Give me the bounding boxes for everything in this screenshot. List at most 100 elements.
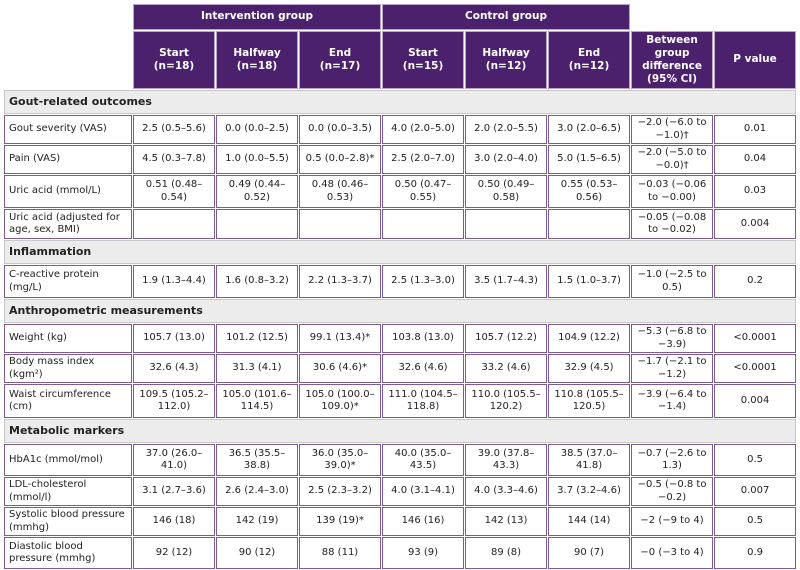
data-row: Uric acid (adjusted for age, sex, BMI) −0…: [4, 209, 797, 239]
empty-cell: [299, 209, 382, 239]
value-cell: 2.5 (2.3–3.2): [299, 477, 382, 506]
table-head: Intervention group Control group Start (n=1…: [4, 4, 797, 89]
value-cell: 0.49 (0.44–0.52): [216, 175, 298, 208]
value-cell: −0.7 (−2.6 to 1.3): [631, 444, 714, 476]
column-header: End (n=12): [548, 31, 631, 89]
value-cell: 32.6 (4.3): [133, 354, 215, 383]
value-cell: 30.6 (4.6)*: [299, 354, 382, 383]
value-cell: 0.004: [714, 209, 797, 239]
value-cell: 0.5: [714, 444, 797, 476]
value-cell: 40.0 (35.0–43.5): [382, 444, 465, 476]
value-cell: 2.0 (2.0–5.5): [465, 115, 548, 144]
value-cell: 93 (9): [382, 537, 465, 569]
column-header: Start (n=15): [382, 31, 465, 89]
row-label: Weight (kg): [4, 324, 132, 353]
data-row: Body mass index (kgm²) 32.6 (4.3) 31.3 (4.…: [4, 354, 797, 383]
value-cell: −1.7 (−2.1 to −1.2): [631, 354, 714, 383]
value-cell: 144 (14): [548, 507, 631, 536]
column-header: Start (n=18): [133, 31, 215, 89]
value-cell: −5.3 (−6.8 to −3.9): [631, 324, 714, 353]
value-cell: 4.0 (2.0–5.0): [382, 115, 465, 144]
value-cell: 4.0 (3.3–4.6): [465, 477, 548, 506]
value-cell: 39.0 (37.8–43.3): [465, 444, 548, 476]
data-row: Pain (VAS) 4.5 (0.3–7.8) 1.0 (0.0–5.5) 0.5 …: [4, 145, 797, 174]
value-cell: 0.0 (0.0–2.5): [216, 115, 298, 144]
value-cell: 37.0 (26.0–41.0): [133, 444, 215, 476]
row-label: Waist circumference (cm): [4, 384, 132, 418]
column-n: (n=12): [485, 60, 527, 72]
value-cell: 88 (11): [299, 537, 382, 569]
value-cell: 3.0 (2.0–4.0): [465, 145, 548, 174]
value-cell: 33.2 (4.6): [465, 354, 548, 383]
value-cell: 0.03: [714, 175, 797, 208]
blank-cell: [4, 4, 132, 30]
row-label: Uric acid (mmol/L): [4, 175, 132, 208]
value-cell: 4.5 (0.3–7.8): [133, 145, 215, 174]
value-cell: 0.01: [714, 115, 797, 144]
row-label: Uric acid (adjusted for age, sex, BMI): [4, 209, 132, 239]
blank-cell: [631, 4, 797, 30]
value-cell: 0.9: [714, 537, 797, 569]
data-row: Diastolic blood pressure (mmhg) 92 (12) 90…: [4, 537, 797, 569]
value-cell: 0.50 (0.49–0.58): [465, 175, 548, 208]
row-label: Pain (VAS): [4, 145, 132, 174]
value-cell: 0.50 (0.47–0.55): [382, 175, 465, 208]
value-cell: 110.0 (105.5–120.2): [465, 384, 548, 418]
empty-cell: [216, 209, 298, 239]
value-cell: 104.9 (12.2): [548, 324, 631, 353]
row-label: Gout severity (VAS): [4, 115, 132, 144]
value-cell: 0.0 (0.0–3.5): [299, 115, 382, 144]
value-cell: 89 (8): [465, 537, 548, 569]
value-cell: 92 (12): [133, 537, 215, 569]
value-cell: 146 (18): [133, 507, 215, 536]
data-row: Uric acid (mmol/L) 0.51 (0.48–0.54) 0.49 (…: [4, 175, 797, 208]
section-title: Inflammation: [4, 240, 797, 264]
section-title: Anthropometric measurements: [4, 299, 797, 323]
value-cell: −2.0 (−5.0 to −0.0)†: [631, 145, 714, 174]
section-title: Metabolic markers: [4, 419, 797, 443]
value-cell: 0.004: [714, 384, 797, 418]
value-cell: 142 (13): [465, 507, 548, 536]
row-label: HbA1c (mmol/mol): [4, 444, 132, 476]
value-cell: −0.03 (−0.06 to −0.00): [631, 175, 714, 208]
value-cell: −3.9 (−6.4 to −1.4): [631, 384, 714, 418]
data-row: Gout severity (VAS) 2.5 (0.5–5.6) 0.0 (0.0…: [4, 115, 797, 144]
value-cell: −0.5 (−0.8 to −0.2): [631, 477, 714, 506]
column-label: End: [328, 46, 352, 59]
value-cell: −2 (−9 to 4): [631, 507, 714, 536]
table-body: Gout-related outcomes Gout severity (VAS)…: [4, 90, 797, 569]
column-n: (n=18): [153, 60, 195, 72]
value-cell: 2.5 (2.0–7.0): [382, 145, 465, 174]
value-cell: 105.7 (12.2): [465, 324, 548, 353]
column-n: (n=18): [236, 60, 278, 72]
section-row: Inflammation: [4, 240, 797, 264]
value-cell: 2.5 (0.5–5.6): [133, 115, 215, 144]
column-n: (n=17): [319, 60, 361, 72]
column-label: Start: [159, 46, 189, 59]
value-cell: 0.04: [714, 145, 797, 174]
value-cell: 105.0 (101.6–114.5): [216, 384, 298, 418]
value-cell: 32.9 (4.5): [548, 354, 631, 383]
blank-cell: [4, 31, 132, 89]
value-cell: 109.5 (105.2–112.0): [133, 384, 215, 418]
value-cell: 4.0 (3.1–4.1): [382, 477, 465, 506]
value-cell: −1.0 (−2.5 to 0.5): [631, 265, 714, 298]
value-cell: 1.5 (1.0–3.7): [548, 265, 631, 298]
data-row: Systolic blood pressure (mmhg) 146 (18) 14…: [4, 507, 797, 536]
column-label: Halfway: [482, 46, 530, 59]
value-cell: 36.5 (35.5–38.8): [216, 444, 298, 476]
value-cell: 105.0 (100.0–109.0)*: [299, 384, 382, 418]
value-cell: 0.5 (0.0–2.8)*: [299, 145, 382, 174]
row-label: Body mass index (kgm²): [4, 354, 132, 383]
section-row: Anthropometric measurements: [4, 299, 797, 323]
value-cell: −0.05 (−0.08 to −0.02): [631, 209, 714, 239]
row-label: C-reactive protein (mg/L): [4, 265, 132, 298]
empty-cell: [382, 209, 465, 239]
column-n: (n=15): [402, 60, 444, 72]
section-title: Gout-related outcomes: [4, 90, 797, 114]
group-header: Control group: [382, 4, 631, 30]
value-cell: 0.55 (0.53–0.56): [548, 175, 631, 208]
value-cell: 1.6 (0.8–3.2): [216, 265, 298, 298]
table-wrap: Intervention group Control group Start (n=1…: [3, 3, 797, 570]
column-header: P value: [714, 31, 797, 89]
